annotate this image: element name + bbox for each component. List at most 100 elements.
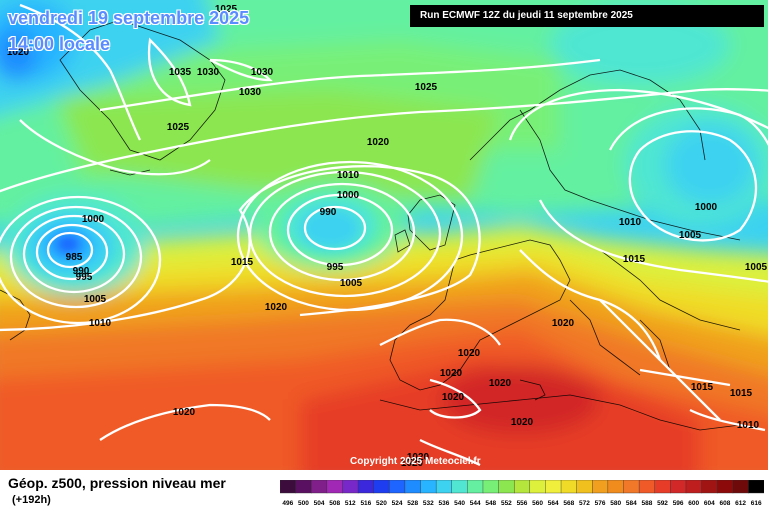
isobar-label: 990 (73, 266, 90, 277)
legend-swatch (435, 480, 453, 494)
legend-value: 612 (735, 500, 746, 507)
isobars (0, 3, 768, 467)
isobar-label: 1020 (442, 392, 465, 403)
legend-value: 544 (470, 500, 481, 507)
legend-value: 568 (563, 500, 574, 507)
legend-value: 584 (626, 500, 637, 507)
run-info-label: Run ECMWF 12Z du jeudi 11 septembre 2025 (410, 5, 764, 27)
isobar-label: 1005 (340, 278, 363, 289)
legend-value: 580 (610, 500, 621, 507)
isobar-label: 1020 (489, 378, 512, 389)
isobar-label: 1025 (415, 82, 438, 93)
legend-value: 592 (657, 500, 668, 507)
isobar-label: 1020 (511, 417, 534, 428)
legend-swatch (404, 480, 422, 494)
legend-swatch (482, 480, 500, 494)
isobar-label: 1030 (239, 87, 262, 98)
legend-swatch (623, 480, 640, 494)
isobar-label: 1000 (695, 202, 718, 213)
map-legend-bar: Géop. z500, pression niveau mer (+192h) … (0, 470, 768, 512)
legend-value: 496 (282, 500, 293, 507)
isobar-label: 1015 (623, 254, 646, 265)
isobar-label: 1005 (679, 230, 702, 241)
legend-value: 604 (704, 500, 715, 507)
legend-value: 524 (392, 500, 403, 507)
legend-swatch (701, 480, 718, 494)
legend-swatch (545, 480, 562, 494)
isobar-label: 1020 (265, 302, 288, 313)
legend-value: 536 (439, 500, 450, 507)
legend-swatch (607, 480, 624, 494)
isobar-label: 1020 (552, 318, 575, 329)
isobar-label: 1020 (173, 407, 196, 418)
legend-swatch (326, 480, 343, 494)
isobar-label: 990 (320, 207, 337, 218)
isobar-label: 1025 (215, 4, 238, 15)
legend-value: 548 (485, 500, 496, 507)
forecast-map: 1025 1035 1030 1030 1030 1025 1025 1020 1010 1000… (0, 0, 768, 470)
legend-swatch (342, 480, 359, 494)
legend-swatch (451, 480, 468, 494)
isobar-label: 1020 (367, 137, 390, 148)
legend-value: 556 (517, 500, 528, 507)
legend-value: 600 (688, 500, 699, 507)
legend-swatch (420, 480, 437, 494)
legend-value: 512 (345, 500, 356, 507)
legend-value: 608 (720, 500, 731, 507)
isobar-label: 1030 (251, 67, 274, 78)
legend-value: 616 (751, 500, 762, 507)
legend-value: 520 (376, 500, 387, 507)
color-scale-legend: 496 500 504 508 512 516 520 524 528 532 536 540 544 5… (280, 480, 764, 507)
isobar-label: 995 (76, 272, 93, 283)
legend-swatch (373, 480, 390, 494)
isobar-label: 1005 (745, 262, 768, 273)
legend-swatch (295, 480, 312, 494)
legend-value: 528 (407, 500, 418, 507)
legend-swatch (513, 480, 531, 494)
forecast-local-time: 14:00 locale (8, 34, 111, 54)
isobar-label: 1020 (458, 348, 481, 359)
legend-swatch (467, 480, 484, 494)
coastlines (0, 19, 741, 431)
legend-swatch (576, 480, 593, 494)
isobar-label: 1020 (401, 458, 424, 469)
isobar-label: 1000 (82, 214, 105, 225)
geopotential-shading: 1025 1035 1030 1030 1030 1025 1025 1020 1010 1000… (0, 0, 768, 470)
map-title: Géop. z500, pression niveau mer (8, 475, 226, 491)
legend-swatch (654, 480, 671, 494)
legend-swatch (592, 480, 609, 494)
isobar-label: 1010 (619, 217, 642, 228)
legend-swatch (280, 480, 297, 494)
legend-value: 508 (329, 500, 340, 507)
legend-swatch (638, 480, 656, 494)
legend-swatch (732, 480, 749, 494)
isobar-label: 985 (66, 252, 83, 263)
legend-value: 500 (298, 500, 309, 507)
isobar-label: 1020 (440, 368, 463, 379)
legend-swatch (389, 480, 406, 494)
isobar-label: 1010 (89, 318, 112, 329)
legend-value: 576 (595, 500, 606, 507)
legend-value: 596 (673, 500, 684, 507)
isobar-label: 1035 (169, 67, 192, 78)
isobar-label: 1030 (197, 67, 220, 78)
legend-value: 572 (579, 500, 590, 507)
legend-swatch (716, 480, 734, 494)
legend-swatch (529, 480, 546, 494)
legend-value: 552 (501, 500, 512, 507)
legend-value: 560 (532, 500, 543, 507)
copyright-text: Copyright 2025 Meteociel.fr (350, 456, 481, 467)
legend-value: 564 (548, 500, 559, 507)
legend-swatch (311, 480, 328, 494)
legend-value: 504 (314, 500, 325, 507)
isobar-label: 1020 (407, 452, 430, 463)
legend-swatch (748, 480, 764, 494)
isobar-label: 995 (327, 262, 344, 273)
legend-swatch (670, 480, 687, 494)
isobar-label: 1025 (167, 122, 190, 133)
legend-value: 516 (360, 500, 371, 507)
legend-swatch (498, 480, 515, 494)
legend-swatch (560, 480, 578, 494)
isobar-label: 1005 (84, 294, 107, 305)
